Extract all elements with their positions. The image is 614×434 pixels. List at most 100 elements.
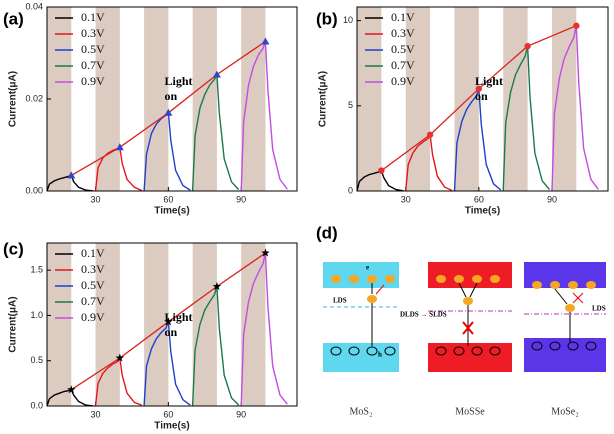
y-tick-label: 0	[348, 185, 353, 195]
holes	[330, 346, 396, 356]
light-span	[95, 7, 120, 191]
peak-marker	[261, 248, 270, 257]
legend-label: 0.3V	[81, 262, 105, 276]
peak-marker	[67, 385, 76, 394]
series-line	[240, 41, 288, 191]
legend-label: 0.1V	[81, 246, 105, 260]
legend-label: 0.7V	[81, 58, 105, 72]
y-axis-label: Current(μA)	[318, 71, 329, 127]
legend-label: 0.1V	[81, 10, 105, 24]
peak-marker	[261, 37, 270, 45]
y-tick-label: 1.0	[30, 310, 43, 320]
panel-label: (b)	[316, 9, 338, 28]
light-span	[192, 7, 217, 191]
material-label: MoSSe	[455, 406, 485, 417]
plot-frame	[46, 6, 298, 192]
series-line	[143, 321, 191, 406]
y-tick-label: 0.0	[30, 400, 43, 410]
legend-label: 0.5V	[81, 278, 105, 292]
legend-label: 0.1V	[391, 10, 415, 24]
annotation: on	[165, 89, 178, 103]
annotation: Light	[165, 74, 193, 88]
conduction-band	[323, 262, 399, 288]
annotation: Light	[165, 310, 193, 324]
light-span	[47, 243, 72, 406]
peak-marker	[164, 108, 173, 116]
peak-marker	[164, 317, 173, 326]
legend-label: 0.9V	[391, 74, 415, 88]
holes	[435, 346, 501, 356]
legend-label: 0.7V	[391, 58, 415, 72]
legend-label: 0.3V	[81, 26, 105, 40]
peak-marker	[115, 143, 124, 151]
light-span	[241, 7, 266, 191]
series-line	[47, 388, 94, 406]
electron-label: e	[366, 264, 369, 272]
arrows	[554, 288, 584, 342]
panel-label: (d)	[316, 223, 338, 242]
series-line	[191, 286, 240, 406]
x-tick-label: 30	[401, 194, 411, 204]
series-line	[240, 252, 288, 406]
diagram-panel: (d) e h LDS MoS₂ DLDS → SLDS MoSSe LDS M…	[316, 223, 606, 417]
arrows	[371, 283, 385, 346]
light-span	[144, 7, 169, 191]
plot-frame	[46, 242, 298, 407]
series-line	[502, 46, 551, 191]
peak-marker	[67, 171, 76, 179]
peak-marker	[212, 282, 222, 291]
y-axis-label: Current(μA)	[8, 296, 19, 352]
light-span	[192, 243, 217, 406]
peak-marker	[475, 85, 483, 92]
legend-label: 0.5V	[81, 42, 105, 56]
series-line	[405, 132, 453, 191]
series-line	[551, 25, 599, 191]
series-line	[94, 356, 142, 406]
annotation: on	[165, 325, 178, 339]
peak-marker	[524, 42, 531, 50]
x-axis-label: Time(s)	[154, 421, 189, 432]
electrons	[436, 275, 500, 305]
legend-label: 0.9V	[81, 74, 105, 88]
x-axis-label: Time(s)	[465, 206, 500, 217]
annotation: on	[475, 89, 488, 103]
y-tick-label: 10	[343, 15, 353, 25]
level-label: DLDS → SLDS	[400, 311, 447, 319]
light-span	[503, 7, 528, 191]
peak-marker	[378, 167, 385, 174]
panel-label: (c)	[3, 239, 24, 258]
peak-marker	[573, 22, 580, 29]
electrons	[532, 281, 596, 312]
material-label: MoS₂	[350, 406, 373, 417]
holes	[531, 341, 597, 351]
panel-label: (a)	[3, 9, 24, 28]
series-line	[453, 88, 502, 191]
hole-label: h	[378, 351, 382, 359]
light-span	[357, 7, 382, 191]
plot-frame	[356, 6, 609, 192]
electrons	[331, 275, 395, 303]
x-axis-label: Time(s)	[154, 206, 189, 217]
arrows	[458, 282, 478, 346]
peak-marker	[212, 70, 221, 78]
valence-band	[524, 338, 606, 372]
y-tick-label: 1.5	[30, 265, 43, 275]
y-axis-label: Current(μA)	[8, 71, 19, 127]
x-tick-label: 90	[236, 194, 246, 204]
chart-panel: 30 60 90 0.00 0.02 0.04 0.1V 0.3V 0.5V 0.7V 0.9V Li…	[3, 1, 298, 217]
y-tick-label: 0.04	[25, 1, 43, 11]
x-tick-label: 90	[236, 409, 246, 419]
legend-label: 0.7V	[81, 294, 105, 308]
x-tick-label: 30	[91, 194, 101, 204]
legend-label: 0.5V	[391, 42, 415, 56]
annotation: Light	[475, 74, 503, 88]
peak-marker	[115, 353, 125, 362]
y-tick-label: 5	[348, 100, 353, 110]
level-label: LDS	[592, 305, 606, 313]
x-tick-label: 30	[91, 409, 101, 419]
series-line	[191, 72, 240, 191]
chart-panel: 30 60 90 0.0 0.5 1.0 1.5 0.1V 0.3V 0.5V 0.7V 0.9V Li…	[3, 239, 298, 432]
legend-label: 0.9V	[81, 310, 105, 324]
